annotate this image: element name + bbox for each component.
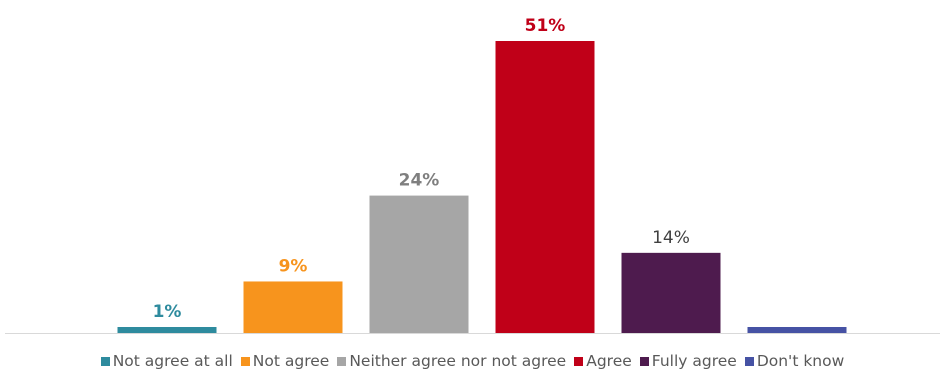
legend-item: Neither agree nor not agree	[337, 352, 566, 370]
legend-label: Neither agree nor not agree	[349, 352, 567, 370]
legend-swatch	[240, 356, 250, 366]
bar-don-t-know	[747, 327, 847, 333]
bar-chart: 1% 9% 24% 51% 14%	[5, 16, 940, 334]
bars-group	[117, 41, 847, 333]
bar-not-agree-at-all	[117, 327, 217, 333]
bar-not-agree	[243, 281, 343, 333]
bar-fully-agree	[621, 252, 721, 333]
bar-neither-agree-nor-not-agree	[369, 195, 469, 333]
legend-label: Don't know	[756, 352, 845, 370]
legend-swatch	[639, 356, 649, 366]
legend-label: Fully agree	[651, 352, 737, 370]
data-label: 1%	[153, 302, 182, 322]
data-label: 51%	[525, 16, 566, 36]
legend-swatch	[744, 356, 754, 366]
legend-swatch	[100, 356, 110, 366]
data-label: 14%	[652, 228, 690, 248]
legend-item: Fully agree	[639, 352, 737, 370]
data-label: 9%	[279, 256, 308, 276]
legend-swatch	[337, 356, 347, 366]
legend-item: Not agree at all	[100, 352, 233, 370]
data-label: 24%	[399, 171, 440, 191]
bar-agree	[495, 41, 595, 333]
legend-label: Not agree at all	[112, 352, 233, 370]
legend-item: Agree	[574, 352, 632, 370]
legend-item: Not agree	[240, 352, 330, 370]
legend-label: Not agree	[252, 352, 330, 370]
data-labels-group: 1% 9% 24% 51% 14%	[153, 16, 690, 322]
legend-label: Agree	[586, 352, 632, 370]
legend-swatch	[574, 356, 584, 366]
legend: Not agree at all Not agree Neither agree n…	[0, 349, 945, 373]
legend-item: Don't know	[744, 352, 845, 370]
